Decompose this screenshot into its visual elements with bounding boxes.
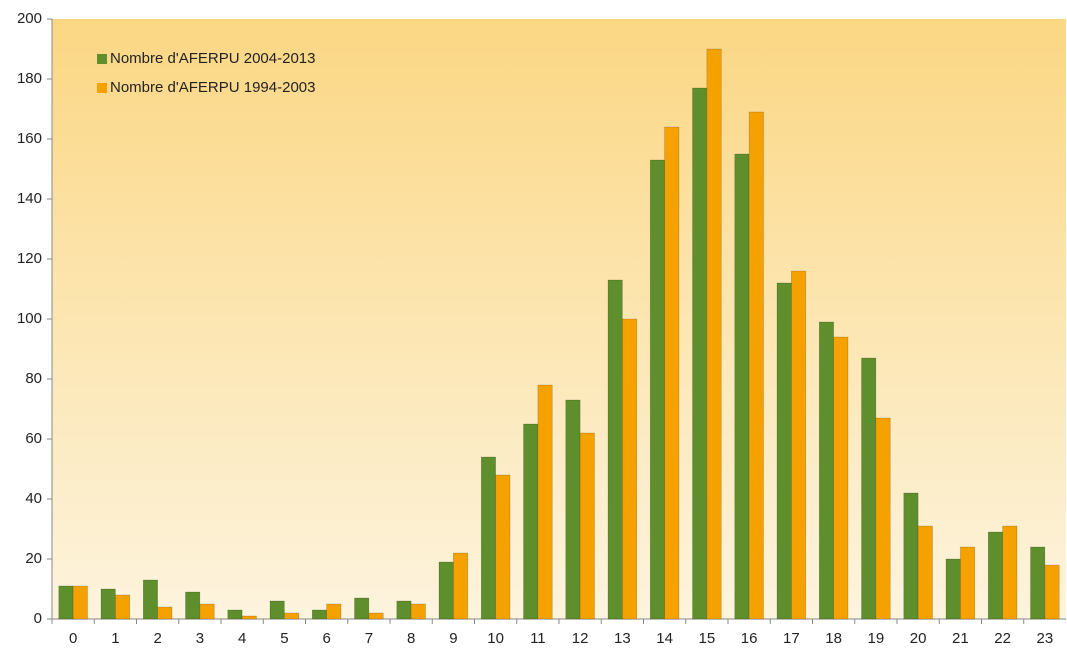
bar bbox=[917, 525, 933, 620]
x-tick-label: 21 bbox=[952, 630, 969, 647]
x-tick-label: 4 bbox=[238, 630, 246, 647]
legend-swatch bbox=[97, 83, 107, 93]
y-tick-label: 200 bbox=[17, 10, 42, 27]
bar bbox=[649, 159, 665, 620]
y-tick-label: 80 bbox=[25, 370, 42, 387]
legend-label: Nombre d'AFERPU 2004-2013 bbox=[110, 50, 315, 67]
bar bbox=[903, 492, 919, 620]
bar bbox=[664, 126, 680, 620]
bar bbox=[734, 153, 750, 620]
x-tick-label: 3 bbox=[196, 630, 204, 647]
bar bbox=[480, 456, 496, 620]
bar bbox=[960, 546, 976, 620]
bar bbox=[185, 591, 201, 620]
x-tick-label: 15 bbox=[699, 630, 716, 647]
bar bbox=[311, 609, 327, 620]
bar bbox=[72, 585, 88, 620]
x-tick-label: 16 bbox=[741, 630, 758, 647]
x-tick-label: 1 bbox=[111, 630, 119, 647]
bar bbox=[537, 384, 553, 620]
bar bbox=[269, 600, 285, 620]
bar bbox=[579, 432, 595, 620]
x-tick-label: 8 bbox=[407, 630, 415, 647]
y-tick-label: 120 bbox=[17, 250, 42, 267]
bar bbox=[565, 399, 581, 620]
legend-swatch bbox=[97, 54, 107, 64]
bar bbox=[818, 321, 834, 620]
bar bbox=[354, 597, 370, 620]
bar bbox=[115, 594, 131, 620]
plot-background bbox=[52, 19, 1066, 619]
bar bbox=[748, 111, 764, 620]
y-tick-label: 20 bbox=[25, 550, 42, 567]
bar bbox=[284, 612, 300, 620]
bar bbox=[692, 87, 708, 620]
y-tick-label: 160 bbox=[17, 130, 42, 147]
x-tick-label: 2 bbox=[153, 630, 161, 647]
x-tick-label: 5 bbox=[280, 630, 288, 647]
x-tick-label: 19 bbox=[868, 630, 885, 647]
x-tick-label: 14 bbox=[656, 630, 673, 647]
bar bbox=[945, 558, 961, 620]
bar bbox=[157, 606, 173, 620]
bar bbox=[1002, 525, 1018, 620]
bar bbox=[199, 603, 215, 620]
y-tick-label: 0 bbox=[34, 610, 42, 627]
x-tick-label: 17 bbox=[783, 630, 800, 647]
x-tick-label: 13 bbox=[614, 630, 631, 647]
bar bbox=[495, 474, 511, 620]
bar bbox=[142, 579, 158, 620]
y-tick-label: 140 bbox=[17, 190, 42, 207]
legend-label: Nombre d'AFERPU 1994-2003 bbox=[110, 79, 315, 96]
bar bbox=[438, 561, 454, 620]
bar bbox=[987, 531, 1003, 620]
x-tick-label: 0 bbox=[69, 630, 77, 647]
x-tick-label: 10 bbox=[487, 630, 504, 647]
x-tick-label: 22 bbox=[994, 630, 1011, 647]
bar bbox=[326, 603, 342, 620]
bar bbox=[523, 423, 539, 620]
bar bbox=[861, 357, 877, 620]
bar bbox=[875, 417, 891, 620]
x-tick-label: 23 bbox=[1037, 630, 1054, 647]
x-tick-label: 12 bbox=[572, 630, 589, 647]
y-tick-label: 100 bbox=[17, 310, 42, 327]
x-tick-label: 18 bbox=[825, 630, 842, 647]
bar bbox=[607, 279, 623, 620]
y-tick-label: 40 bbox=[25, 490, 42, 507]
bar bbox=[58, 585, 74, 620]
bar bbox=[776, 282, 792, 620]
bar bbox=[396, 600, 412, 620]
bar bbox=[1030, 546, 1046, 620]
bar bbox=[100, 588, 116, 620]
bar bbox=[227, 609, 243, 620]
y-tick-label: 60 bbox=[25, 430, 42, 447]
x-tick-label: 20 bbox=[910, 630, 927, 647]
bar bbox=[453, 552, 469, 620]
x-tick-label: 11 bbox=[530, 630, 546, 647]
bar bbox=[1044, 564, 1060, 620]
bar bbox=[706, 48, 722, 620]
bar bbox=[241, 615, 257, 620]
bar bbox=[833, 336, 849, 620]
x-tick-label: 9 bbox=[449, 630, 457, 647]
x-tick-label: 7 bbox=[365, 630, 373, 647]
x-tick-label: 6 bbox=[322, 630, 330, 647]
y-tick-label: 180 bbox=[17, 70, 42, 87]
bar bbox=[368, 612, 384, 620]
bar bbox=[410, 603, 426, 620]
bar bbox=[622, 318, 638, 620]
bar bbox=[791, 270, 807, 620]
